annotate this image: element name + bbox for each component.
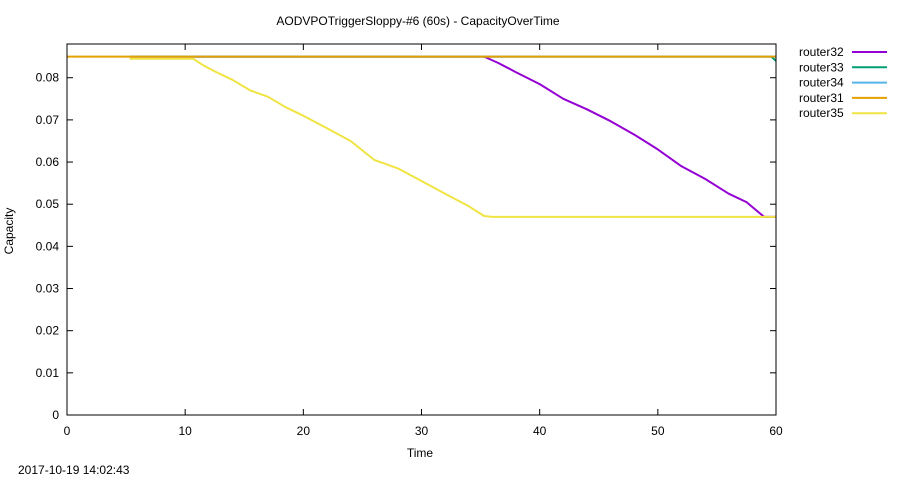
x-tick-label: 50 (651, 424, 665, 438)
plot-frame (66, 43, 777, 416)
y-tick-label: 0.04 (36, 239, 60, 253)
y-tick-label: 0.02 (36, 324, 60, 338)
legend-label-router32: router32 (799, 45, 844, 59)
y-tick-label: 0.03 (36, 282, 60, 296)
y-tick-label: 0.07 (36, 113, 60, 127)
chart-title: AODVPOTriggerSloppy-#6 (60s) - CapacityO… (276, 14, 560, 28)
x-tick-label: 60 (769, 424, 783, 438)
legend-label-router31: router31 (799, 91, 844, 105)
series-line-router35 (129, 57, 776, 218)
x-tick-label: 20 (297, 424, 311, 438)
legend-label-router33: router33 (799, 60, 844, 74)
x-tick-label: 30 (415, 424, 429, 438)
y-tick-label: 0.06 (36, 155, 60, 169)
y-tick-label: 0.05 (36, 197, 60, 211)
x-tick-label: 0 (64, 424, 71, 438)
series-line-router32 (129, 55, 776, 218)
y-tick-label: 0.01 (36, 366, 60, 380)
x-tick-label: 40 (533, 424, 547, 438)
y-tick-label: 0.08 (36, 71, 60, 85)
x-tick-label: 10 (178, 424, 192, 438)
legend-label-router34: router34 (799, 76, 844, 90)
footer-timestamp: 2017-10-19 14:02:43 (18, 463, 130, 477)
y-axis-label: Capacity (2, 208, 16, 255)
y-tick-label: 0 (52, 408, 59, 422)
legend-label-router35: router35 (799, 106, 844, 120)
x-axis-label: Time (407, 446, 434, 460)
